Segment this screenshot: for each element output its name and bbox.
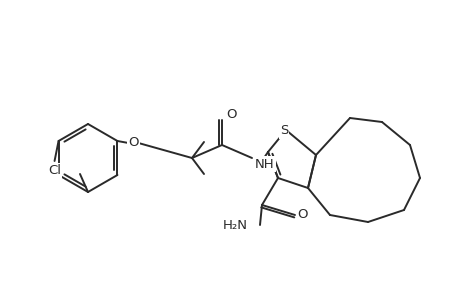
Text: O: O [226, 109, 237, 122]
Text: Cl: Cl [48, 164, 61, 178]
Text: H₂N: H₂N [223, 220, 247, 232]
Text: NH: NH [254, 158, 274, 170]
Text: S: S [279, 124, 287, 137]
Text: O: O [297, 208, 308, 221]
Text: O: O [128, 136, 139, 149]
